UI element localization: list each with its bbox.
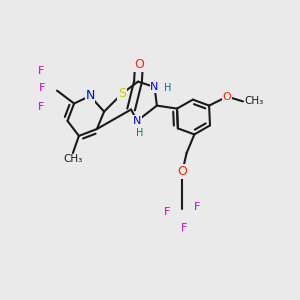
Text: O: O [134,58,144,71]
Text: O: O [178,165,187,178]
Text: F: F [194,202,200,212]
Text: H: H [136,128,143,137]
Text: O: O [223,92,232,102]
Text: F: F [164,207,170,218]
Text: F: F [38,102,45,112]
Text: F: F [39,83,46,93]
Text: N: N [85,89,95,103]
Text: S: S [118,87,126,100]
Text: CH₃: CH₃ [244,96,264,106]
Text: F: F [38,66,45,76]
Text: N: N [133,116,141,126]
Text: N: N [150,82,159,92]
Text: CH₃: CH₃ [63,154,82,164]
Text: H: H [164,82,172,93]
Text: F: F [181,223,187,233]
